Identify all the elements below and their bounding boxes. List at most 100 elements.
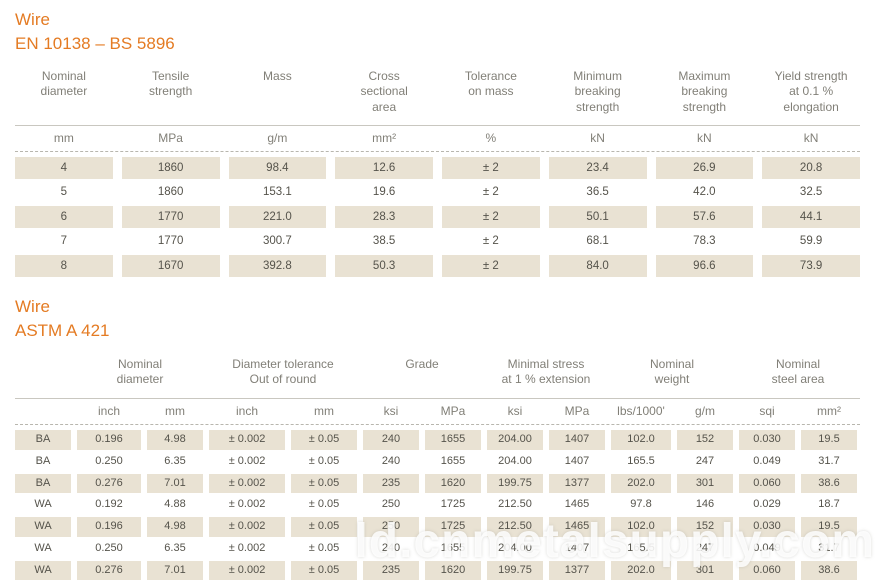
table-cell: 165.5 [627,541,655,554]
table-row: 5 1860 153.1 19.6 ± 2 36.5 42.0 32.5 [15,181,860,203]
unit-label [15,404,71,418]
table-cell: 1620 [425,560,481,580]
table-row: 7 1770 300.7 38.5 ± 2 68.1 78.3 59.9 [15,230,860,252]
table-cell: WA [15,517,71,537]
table-cell: 0.250 [95,454,123,467]
table-cell: 202.0 [611,473,671,494]
section2-subtitle: ASTM A 421 [15,320,110,340]
column-header: Cross sectional area [360,68,408,115]
table-cell: WA [34,498,52,511]
table-cell: 7.01 [147,560,203,580]
unit-label: g/m [267,131,288,146]
table-cell: 73.9 [762,254,860,277]
table-row: WA 0.192 4.88 ± 0.002 ± 0.05 250 1725 212.50 146… [15,495,860,515]
table-cell: 31.7 [818,454,840,467]
table-row: BA 0.196 4.98 ± 0.002 ± 0.05 240 1655 204.00 140… [15,430,860,450]
table-cell: 1770 [121,205,220,229]
table-cell: 202.0 [611,560,671,580]
unit-label: ksi [383,404,399,419]
table-cell: 0.192 [95,498,123,511]
table-cell: 1377 [549,560,605,580]
table-cell: 28.3 [335,205,433,229]
table-row: 6 1770 221.0 28.3 ± 2 50.1 57.6 44.1 [15,205,860,229]
table-cell: ± 0.002 [228,498,266,511]
table-cell: 0.030 [739,430,795,450]
table-cell: 5 [60,186,68,199]
table-cell: 23.4 [548,157,647,180]
table-cell: 1655 [440,454,466,467]
unit-label: g/m [694,404,715,419]
astm-units-row: inch mm inch mm ksi MPa ksi MPa lbs/1000' g/m sqi m… [15,398,860,426]
table-cell: ± 2 [482,235,499,248]
table-cell: BA [35,454,51,467]
table-cell: 78.3 [693,235,716,248]
table-cell: ± 2 [442,254,540,277]
unit-label: mm [53,131,74,146]
table-cell: 50.3 [335,254,433,277]
table-cell: 1465 [549,517,605,537]
table-cell: ± 0.05 [308,541,340,554]
table-cell: 38.6 [801,560,857,580]
table-cell: ± 0.05 [308,498,340,511]
table-cell: 0.049 [753,541,781,554]
table-cell: ± 0.05 [291,473,357,494]
en10138-units-row: mm MPa g/m mm²% kN kN kN [15,125,860,153]
table-cell: 7 [60,235,68,248]
table-cell: 18.7 [818,498,840,511]
table-cell: 7.01 [147,473,203,494]
unit-label: MPa [158,131,183,146]
table-cell: 0.060 [739,473,795,494]
table-cell: 300.7 [262,235,292,248]
table-cell: 102.0 [611,517,671,537]
unit-label: mm² [817,404,841,419]
en10138-header-row: Nominal diameter Tensile strength Mass Cros… [15,69,860,116]
table-cell: 247 [695,454,715,467]
table-row: BA 0.276 7.01 ± 0.002 ± 0.05 235 1620 199.75 137… [15,473,860,494]
table-cell: 240 [381,541,401,554]
page-subtitle: EN 10138 – BS 5896 [15,33,175,53]
table-cell: ± 0.002 [209,560,285,580]
table-cell: 250 [363,517,419,537]
table-cell: 26.9 [655,157,754,180]
column-header: Yield strength at 0.1 % elongation [774,68,848,115]
table-cell: 0.276 [77,560,141,580]
table-cell: 1725 [425,517,481,537]
table-cell: 96.6 [655,254,754,277]
table-cell: 0.030 [739,517,795,537]
unit-label: sqi [759,404,775,419]
table-cell: 0.196 [77,517,141,537]
unit-label: kN [803,131,819,146]
table-cell: 4.98 [147,430,203,450]
table-cell: 204.00 [498,541,532,554]
unit-label: inch [235,404,258,419]
table-cell: ± 0.002 [209,473,285,494]
table-cell: 204.00 [487,430,543,450]
table-cell: 98.4 [228,157,327,180]
column-group-header: Nominal weight [649,356,694,387]
table-cell: 32.5 [799,186,823,199]
table-cell: 1377 [549,473,605,494]
table-cell: 0.060 [739,560,795,580]
page-title: Wire [15,10,50,29]
table-cell: 8 [15,254,113,277]
table-cell: 235 [363,560,419,580]
table-cell: 6.35 [164,541,186,554]
table-cell: 36.5 [586,186,609,199]
table-cell: 97.8 [630,498,652,511]
table-cell: 146 [695,498,715,511]
table-cell: 1407 [549,430,605,450]
table-cell: 6.35 [164,454,186,467]
column-group-header: Diameter tolerance Out of round [232,356,334,387]
table-cell: 20.8 [762,157,860,180]
column-header: Nominal diameter [40,68,88,99]
column-header: Maximum breaking strength [678,68,731,115]
table-cell: 4.88 [164,498,186,511]
table-cell: ± 0.05 [291,560,357,580]
table-cell: 1725 [440,498,466,511]
table-cell: ± 0.05 [308,454,340,467]
astm-table: Nominal diameter Diameter tolerance Out o… [15,357,860,580]
table-cell: ± 0.002 [228,541,266,554]
table-cell: 31.7 [818,541,840,554]
table-cell: 1860 [157,186,184,199]
